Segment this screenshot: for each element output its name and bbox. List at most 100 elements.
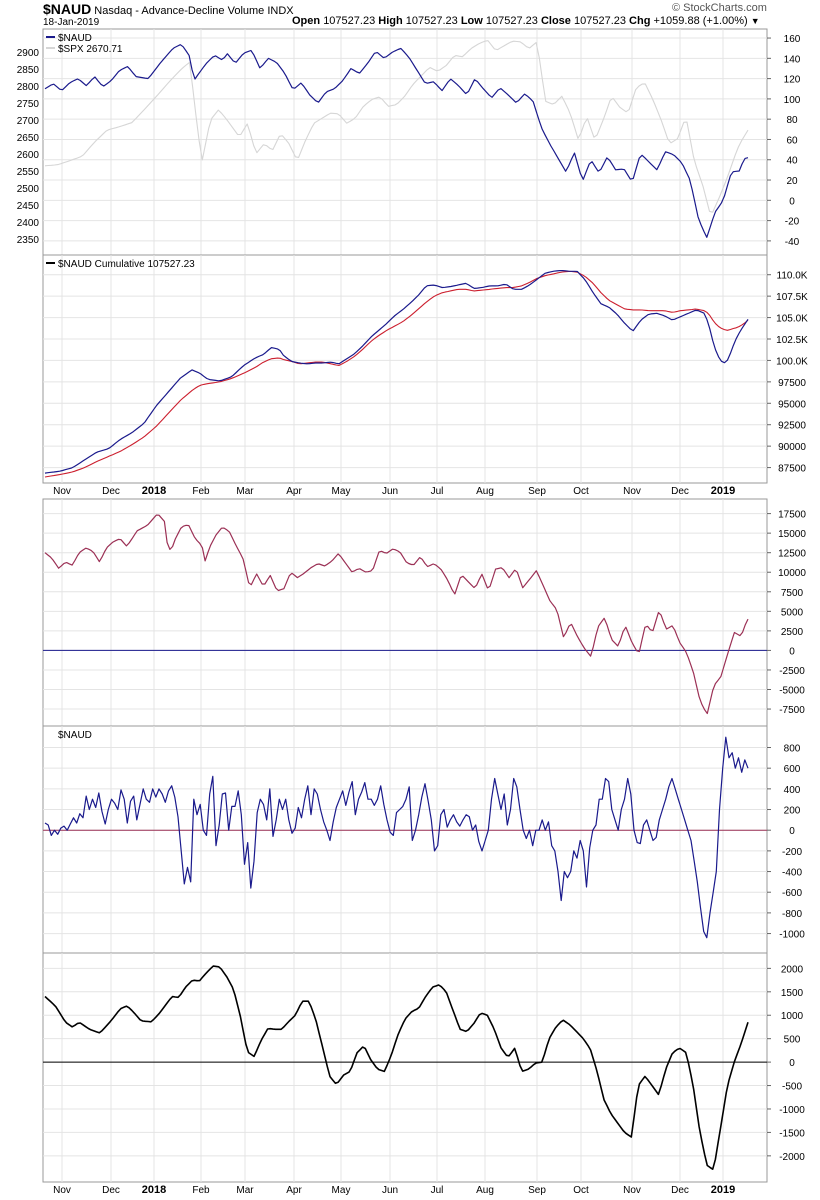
- y-tick-label: 15000: [778, 529, 806, 540]
- y-tick-label: 500: [784, 1035, 801, 1046]
- y-tick-label: 87500: [778, 464, 806, 475]
- y-tick-label: -400: [782, 868, 802, 879]
- panel-2-frame: [42, 254, 768, 484]
- spx-line: [44, 40, 749, 213]
- y-tick-label: 0: [789, 826, 795, 837]
- ohlc-bar: Open 107527.23 High 107527.23 Low 107527…: [292, 15, 760, 27]
- y-tick-label: -2500: [779, 666, 805, 677]
- panel-1-frame: [42, 28, 768, 256]
- x-tick-label: Dec: [102, 1185, 120, 1196]
- left-tick-label: 2400: [17, 218, 40, 229]
- y-tick-label: -500: [782, 1082, 802, 1093]
- x-tick-label: Apr: [286, 1185, 302, 1196]
- left-tick-label: 2350: [17, 235, 40, 246]
- exchange: INDX: [267, 5, 294, 17]
- description: Nasdaq - Advance-Decline Volume: [94, 5, 265, 17]
- x-tick-label: Mar: [236, 486, 254, 497]
- y-tick-label: 160: [784, 34, 801, 45]
- left-tick-label: 2800: [17, 82, 40, 93]
- open-value: 107527.23: [323, 15, 376, 27]
- y-tick-label: 60: [786, 135, 798, 146]
- panel-3-line: [44, 514, 749, 715]
- x-tick-label: Sep: [528, 486, 546, 497]
- y-tick-label: 800: [784, 744, 801, 755]
- x-tick-label: Mar: [236, 1185, 254, 1196]
- panel-3-frame: [42, 498, 768, 727]
- x-tick-label: May: [332, 1185, 351, 1196]
- y-tick-label: 92500: [778, 421, 806, 432]
- x-tick-label: Feb: [192, 1185, 210, 1196]
- y-tick-label: 2500: [781, 627, 804, 638]
- y-tick-label: -7500: [779, 705, 805, 716]
- y-tick-label: -1000: [779, 1105, 805, 1116]
- cumulative-line: [44, 270, 749, 474]
- y-tick-label: 0: [789, 646, 795, 657]
- x-tick-label: Sep: [528, 1185, 546, 1196]
- y-tick-label: 2000: [781, 964, 804, 975]
- x-tick-label: Nov: [53, 1185, 71, 1196]
- y-tick-label: 120: [784, 75, 801, 86]
- chg-value: +1059.88 (+1.00%): [653, 15, 748, 27]
- left-tick-label: 2600: [17, 150, 40, 161]
- x-tick-label: Apr: [286, 486, 302, 497]
- low-value: 107527.23: [485, 15, 538, 27]
- x-tick-label: Jun: [382, 1185, 398, 1196]
- y-tick-label: -40: [785, 237, 800, 248]
- legend-cumulative: $NAUD Cumulative 107527.23: [58, 259, 195, 270]
- y-tick-label: 0: [789, 1058, 795, 1069]
- symbol: $NAUD: [43, 1, 92, 17]
- y-tick-label: 400: [784, 785, 801, 796]
- y-tick-label: 40: [786, 156, 798, 167]
- left-tick-label: 2700: [17, 116, 40, 127]
- high-label: High: [378, 15, 403, 27]
- left-tick-label: 2500: [17, 184, 40, 195]
- y-tick-label: 1500: [781, 988, 804, 999]
- panel-4-frame: [42, 725, 768, 954]
- x-tick-label: Feb: [192, 486, 210, 497]
- y-tick-label: 105.0K: [776, 314, 808, 325]
- chg-label: Chg: [629, 15, 651, 27]
- y-tick-label: 20: [786, 176, 798, 187]
- x-tick-label: Dec: [102, 486, 120, 497]
- x-tick-label: Oct: [573, 486, 589, 497]
- x-tick-label: Oct: [573, 1185, 589, 1196]
- high-value: 107527.23: [405, 15, 458, 27]
- panel-5-line: [44, 965, 749, 1170]
- x-tick-label: Aug: [476, 486, 494, 497]
- x-tick-label: May: [332, 486, 351, 497]
- y-tick-label: 140: [784, 54, 801, 65]
- y-tick-label: 1000: [781, 1011, 804, 1022]
- y-tick-label: 17500: [778, 510, 806, 521]
- x-tick-label: Dec: [671, 1185, 689, 1196]
- collapse-arrow-icon[interactable]: ▼: [750, 16, 760, 26]
- left-tick-label: 2900: [17, 48, 40, 59]
- low-label: Low: [460, 15, 483, 27]
- x-tick-label: Jun: [382, 486, 398, 497]
- x-tick-label: 2019: [711, 1184, 735, 1196]
- x-tick-label: Jul: [431, 1185, 444, 1196]
- y-tick-label: 110.0K: [777, 271, 808, 282]
- left-tick-label: 2750: [17, 99, 40, 110]
- open-label: Open: [292, 15, 321, 27]
- x-tick-label: Aug: [476, 1185, 494, 1196]
- left-tick-label: 2550: [17, 167, 40, 178]
- y-tick-label: -5000: [779, 686, 805, 697]
- panel-5-frame: [42, 952, 768, 1183]
- y-tick-label: 95000: [778, 399, 806, 410]
- y-tick-label: 600: [784, 764, 801, 775]
- legend-naud: $NAUD: [58, 33, 92, 44]
- y-tick-label: 107.5K: [776, 292, 808, 303]
- left-tick-label: 2650: [17, 133, 40, 144]
- close-value: 107527.23: [573, 15, 626, 27]
- y-tick-label: 10000: [778, 568, 806, 579]
- cumulative-ma-line: [44, 270, 749, 478]
- y-tick-label: 200: [784, 806, 801, 817]
- legend-naud-osc: $NAUD: [58, 730, 92, 741]
- y-tick-label: 5000: [781, 607, 804, 618]
- y-tick-label: 12500: [778, 549, 806, 560]
- left-tick-label: 2450: [17, 201, 40, 212]
- y-tick-label: -2000: [779, 1152, 805, 1163]
- watermark: © StockCharts.com: [672, 2, 767, 14]
- x-tick-label: 2018: [142, 485, 166, 497]
